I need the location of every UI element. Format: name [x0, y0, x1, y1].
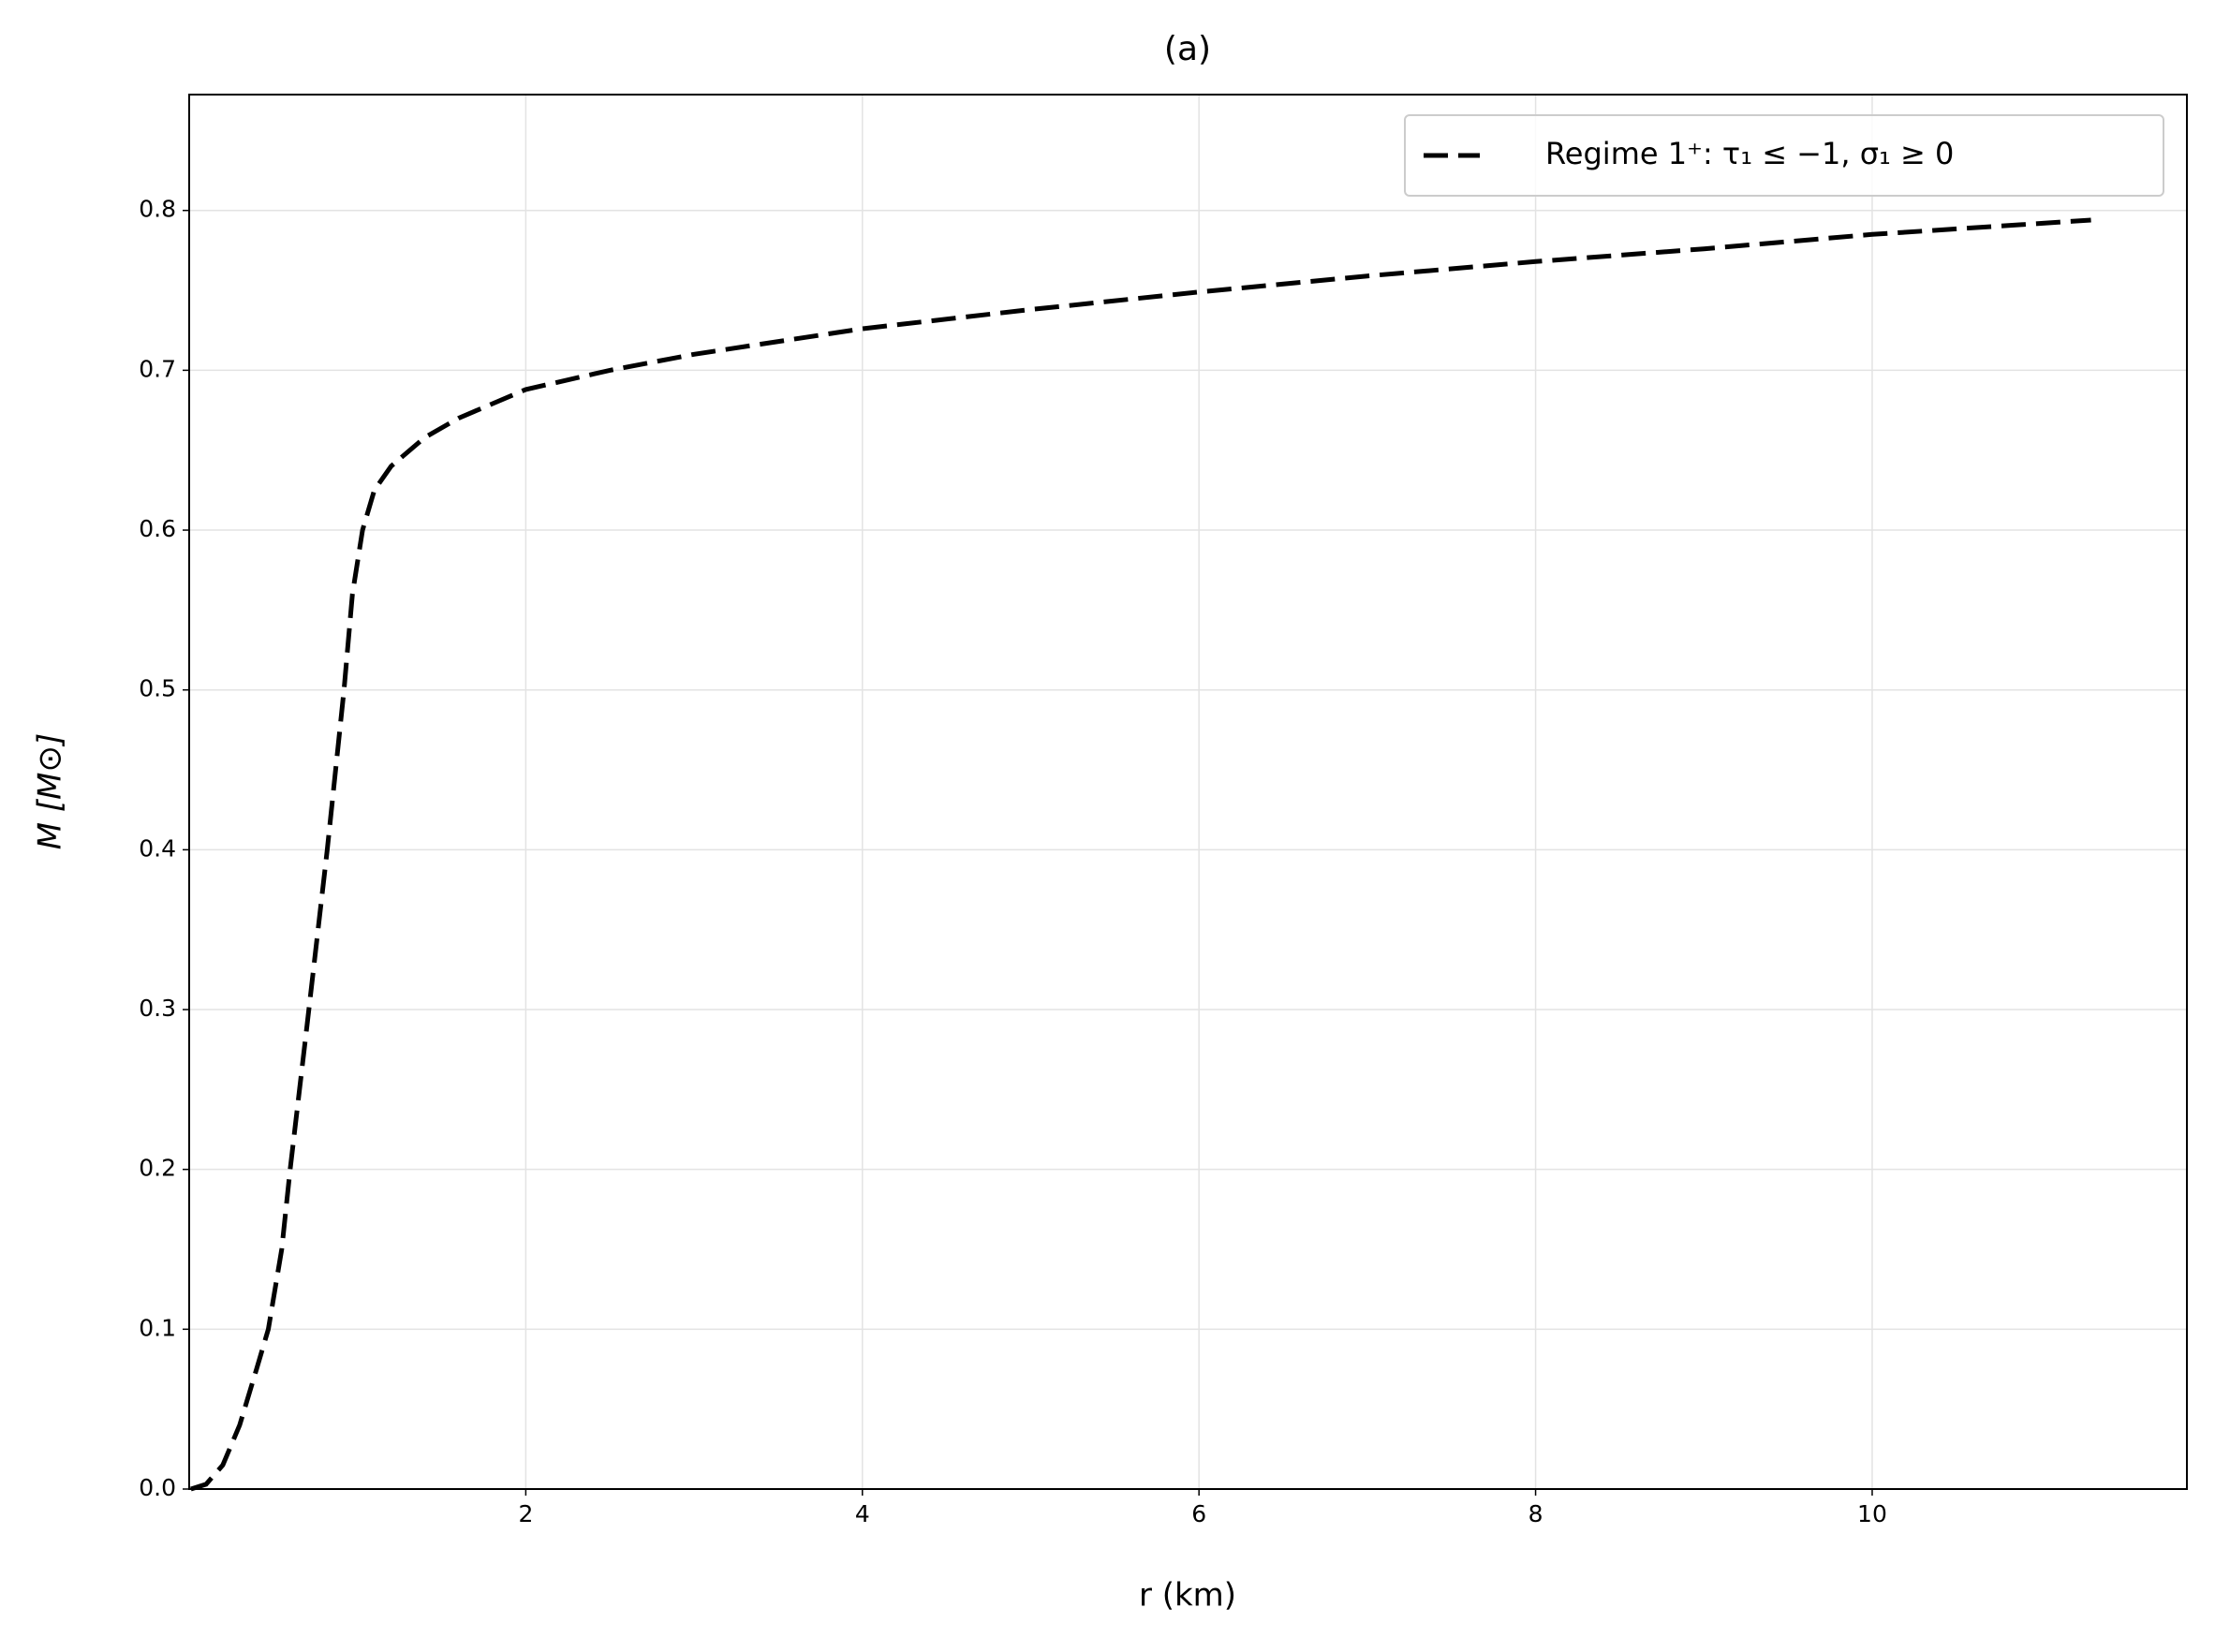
y-tick-label: 0.5 [139, 675, 176, 702]
plot-frame [188, 94, 2188, 1490]
x-axis-label: r (km) [1139, 1577, 1236, 1615]
y-tick-label: 0.1 [139, 1314, 176, 1341]
x-tick-label: 8 [1528, 1500, 1543, 1527]
chart-title: (a) [1164, 30, 1211, 68]
legend-label: Regime 1⁺: τ₁ ≤ −1, σ₁ ≥ 0 [1545, 136, 1954, 171]
y-tick-label: 0.0 [139, 1474, 176, 1501]
legend-box [1404, 114, 2164, 197]
y-tick-label: 0.7 [139, 355, 176, 382]
data-line [190, 217, 2091, 1492]
x-tick-label: 4 [855, 1500, 870, 1527]
y-tick-label: 0.6 [139, 515, 176, 542]
y-tick-label: 0.3 [139, 995, 176, 1022]
x-tick-label: 2 [518, 1500, 533, 1527]
y-axis-label: M [M⊙] [32, 733, 69, 850]
x-tick-label: 6 [1191, 1500, 1206, 1527]
y-tick-label: 0.8 [139, 196, 176, 223]
y-tick-label: 0.2 [139, 1155, 176, 1182]
x-tick-label: 10 [1857, 1500, 1887, 1527]
y-tick-label: 0.4 [139, 834, 176, 862]
